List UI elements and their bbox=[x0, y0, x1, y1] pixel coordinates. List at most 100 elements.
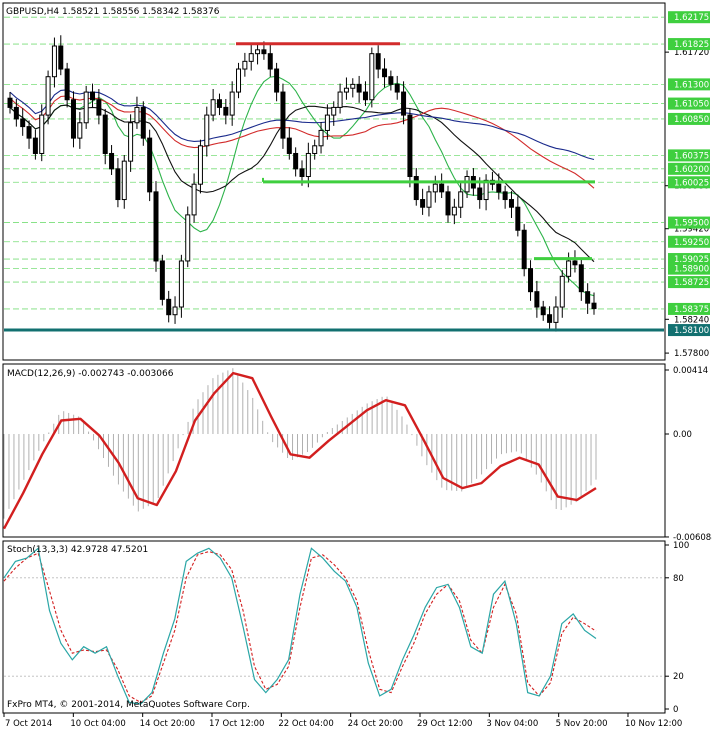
candle-bear bbox=[528, 268, 534, 293]
macd-header: MACD(12,26,9) -0.002743 -0.003066 bbox=[7, 369, 174, 379]
level-label: 1.60850 bbox=[668, 112, 710, 125]
candle-bear bbox=[496, 183, 502, 193]
stoch-tick-label: 20 bbox=[673, 672, 684, 682]
candle-bear bbox=[401, 91, 407, 116]
candle-bull bbox=[305, 152, 311, 178]
candle-bear bbox=[439, 183, 445, 193]
candle-bull bbox=[248, 53, 254, 62]
time-tick-label: 10 Oct 04:00 bbox=[70, 719, 125, 729]
stoch-signal-line bbox=[3, 551, 597, 704]
macd-signal-line bbox=[2, 371, 597, 530]
stoch-main-line bbox=[3, 547, 597, 705]
level-label-box bbox=[668, 324, 710, 337]
time-tick-label: 7 Oct 2014 bbox=[5, 719, 52, 729]
time-tick-label: 5 Nov 20:00 bbox=[556, 719, 608, 729]
macd-axis: 0.00414 0.00 -0.006088 bbox=[665, 366, 712, 543]
candle-bear bbox=[413, 176, 419, 201]
price-tick-label: 1.59420 bbox=[674, 225, 709, 235]
candle-bear bbox=[102, 114, 108, 154]
candle-bear bbox=[90, 91, 96, 101]
candle-bull bbox=[343, 87, 349, 93]
level-label-text: 1.58900 bbox=[674, 265, 709, 275]
candle-bull bbox=[77, 122, 83, 139]
price-panel-frame bbox=[2, 2, 666, 361]
candle-bull bbox=[426, 191, 432, 208]
level-label-box bbox=[668, 253, 710, 266]
stoch-panel-frame bbox=[2, 540, 666, 714]
level-label: 1.58375 bbox=[668, 302, 710, 315]
level-label: 1.59500 bbox=[668, 216, 710, 229]
candle-bear bbox=[26, 126, 32, 139]
level-label-text: 1.58375 bbox=[674, 305, 709, 315]
key-levels bbox=[4, 42, 664, 332]
level-label-text: 1.60850 bbox=[674, 115, 709, 125]
level-label-text: 1.58100 bbox=[674, 326, 709, 336]
level-label-box bbox=[668, 235, 710, 248]
level-label: 1.60200 bbox=[668, 162, 710, 175]
price-axis: 1.617201.599801.594201.582401.578001.621… bbox=[665, 11, 710, 359]
candle-bull bbox=[83, 91, 89, 124]
level-label-text: 1.61300 bbox=[674, 80, 709, 90]
level-label-box bbox=[668, 38, 710, 51]
candle-bear bbox=[286, 137, 292, 154]
candle-bull bbox=[324, 114, 330, 131]
candle-bear bbox=[109, 152, 115, 170]
candle-bull bbox=[432, 183, 438, 193]
level-label-text: 1.60200 bbox=[674, 165, 709, 175]
level-label: 1.61050 bbox=[668, 97, 710, 110]
candle-bear bbox=[216, 99, 222, 108]
level-label-text: 1.62175 bbox=[674, 13, 709, 23]
candle-bear bbox=[58, 45, 64, 70]
candle-bull bbox=[185, 214, 191, 262]
candle-bear bbox=[515, 206, 521, 231]
candle-bear bbox=[382, 68, 388, 78]
candle-bear bbox=[591, 302, 597, 310]
candle-bear bbox=[585, 291, 591, 304]
level-label-box bbox=[668, 276, 710, 289]
level-label-box bbox=[668, 216, 710, 229]
candle-bear bbox=[445, 191, 451, 216]
level-label-box bbox=[668, 302, 710, 315]
macd-tick-label: -0.006088 bbox=[673, 533, 712, 543]
level-label-text: 1.59500 bbox=[674, 219, 709, 229]
candle-bull bbox=[204, 114, 210, 147]
time-tick-label: 24 Oct 20:00 bbox=[348, 719, 403, 729]
candle-bull bbox=[350, 83, 356, 89]
price-moving-averages bbox=[9, 75, 595, 297]
stoch-tick-label: 80 bbox=[673, 574, 684, 584]
level-label-box bbox=[668, 97, 710, 110]
candle-bear bbox=[534, 291, 540, 308]
candle-bear bbox=[578, 264, 584, 293]
candle-bull bbox=[178, 260, 184, 308]
copyright-text: FxPro MT4, © 2001-2014, MetaQuotes Softw… bbox=[7, 700, 250, 710]
level-label: 1.60025 bbox=[668, 176, 710, 189]
candle-bear bbox=[32, 137, 38, 154]
candle-bear bbox=[13, 106, 19, 120]
candle-bull bbox=[191, 183, 197, 216]
candle-bull bbox=[197, 145, 203, 185]
candle-bull bbox=[134, 106, 140, 124]
candle-bear bbox=[64, 68, 70, 101]
candle-bear bbox=[299, 168, 305, 178]
candle-bull bbox=[458, 191, 464, 208]
candle-bear bbox=[7, 97, 13, 108]
candle-bear bbox=[388, 76, 394, 85]
level-label-box bbox=[668, 262, 710, 275]
candle-bull bbox=[172, 306, 178, 316]
candle-bear bbox=[508, 199, 514, 208]
candle-bull bbox=[337, 91, 343, 108]
candle-bear bbox=[261, 49, 267, 55]
candle-bear bbox=[153, 191, 159, 262]
candle-bull bbox=[242, 60, 248, 70]
ma-fast-line bbox=[9, 75, 595, 297]
price-tick-label: 1.57800 bbox=[674, 349, 709, 359]
level-label-box bbox=[668, 78, 710, 91]
candle-bull bbox=[483, 179, 489, 201]
candle-bull bbox=[51, 45, 57, 78]
level-label-box bbox=[668, 162, 710, 175]
candle-bull bbox=[128, 122, 134, 162]
candle-bear bbox=[407, 114, 413, 178]
time-tick-label: 3 Nov 04:00 bbox=[486, 719, 538, 729]
candle-bear bbox=[159, 260, 165, 300]
candle-bull bbox=[559, 275, 565, 308]
